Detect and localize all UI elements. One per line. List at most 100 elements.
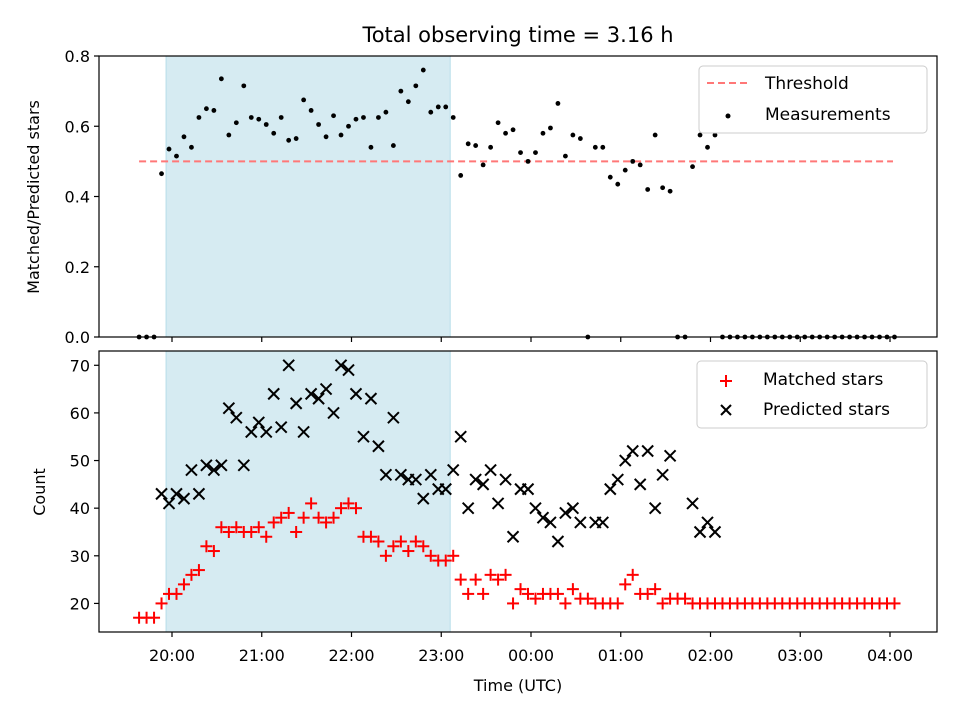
predicted-point xyxy=(207,463,221,477)
predicted-point xyxy=(312,392,325,405)
matched-point xyxy=(566,583,579,596)
matched-point xyxy=(297,511,310,524)
x-tick-label: 02:00 xyxy=(687,646,733,665)
measurement-point xyxy=(413,83,419,89)
measurement-point xyxy=(353,116,359,122)
y-tick-label: 20 xyxy=(70,594,90,613)
matched-point xyxy=(888,597,901,610)
matched-point xyxy=(312,511,325,524)
matched-point xyxy=(222,525,235,538)
predicted-point xyxy=(447,463,460,477)
predicted-point xyxy=(387,411,400,424)
predicted-point xyxy=(267,387,280,401)
predicted-point xyxy=(222,401,236,415)
matched-point xyxy=(417,540,430,553)
measurement-point xyxy=(450,115,456,120)
predicted-point xyxy=(619,454,632,467)
matched-point xyxy=(514,583,527,596)
predicted-point xyxy=(260,425,273,439)
matched-point xyxy=(619,578,632,591)
measurement-point xyxy=(518,150,523,155)
predicted-point xyxy=(506,530,520,543)
predicted-point xyxy=(192,487,206,501)
predicted-point xyxy=(185,463,198,477)
predicted-point xyxy=(200,459,213,472)
measurement-point xyxy=(540,130,546,136)
predicted-point xyxy=(394,468,408,482)
measurement-point xyxy=(308,108,314,113)
measurement-point xyxy=(480,162,486,168)
y-tick-label: 0.0 xyxy=(65,328,90,347)
measurement-point xyxy=(189,144,194,150)
predicted-point xyxy=(274,420,288,434)
measurement-point xyxy=(592,144,598,150)
y-tick-label: 50 xyxy=(70,452,90,471)
matched-point xyxy=(177,578,190,591)
predicted-point xyxy=(633,478,647,491)
x-tick-label: 03:00 xyxy=(777,646,823,665)
measurement-point xyxy=(368,144,374,150)
top-highlight-span xyxy=(165,55,451,338)
predicted-point xyxy=(529,501,542,515)
measurement-point xyxy=(660,185,666,191)
measurement-point xyxy=(420,67,426,73)
predicted-point xyxy=(357,430,370,443)
bottom-y-ticks: 20 30 40 50 60 70 xyxy=(70,356,99,613)
measurement-point xyxy=(555,101,561,106)
matched-point xyxy=(424,549,437,562)
top-legend: Threshold Measurements xyxy=(698,65,928,134)
bottom-x-ticks: 20:00 21:00 22:00 23:00 00:00 01:00 02:00 03:00… xyxy=(149,632,913,665)
bottom-legend-box xyxy=(696,360,928,429)
matched-point xyxy=(499,568,512,581)
measurement-point xyxy=(383,109,389,115)
matched-points xyxy=(133,497,901,624)
predicted-point xyxy=(574,516,587,529)
matched-point xyxy=(335,502,348,515)
predicted-point xyxy=(686,497,699,510)
matched-point xyxy=(507,597,520,610)
measurement-point xyxy=(293,136,299,141)
matched-point xyxy=(207,545,220,558)
predicted-point xyxy=(469,473,482,486)
matched-point xyxy=(320,516,333,529)
predicted-point xyxy=(439,482,452,496)
measurement-point xyxy=(278,115,284,120)
measurement-point xyxy=(705,144,710,150)
predicted-point xyxy=(334,359,348,372)
measurement-point xyxy=(622,167,628,173)
measurement-point xyxy=(248,115,254,120)
y-tick-label: 0.8 xyxy=(65,47,90,66)
measurement-point xyxy=(510,127,516,133)
matched-point xyxy=(454,573,467,586)
predicted-point xyxy=(349,387,363,401)
predicted-legend-label: Predicted stars xyxy=(763,400,890,420)
measurement-point xyxy=(166,146,172,152)
predicted-point xyxy=(484,463,497,477)
measurement-point xyxy=(503,130,508,136)
matched-point xyxy=(462,587,475,600)
measurement-point xyxy=(465,141,471,147)
predicted-point xyxy=(162,497,176,510)
x-tick-label: 01:00 xyxy=(598,646,644,665)
bottom-panel: 20 30 40 50 60 70 20:00 21:00 22:00 23:00 00:00 01… xyxy=(30,350,938,695)
predicted-points xyxy=(155,359,722,548)
x-tick-label: 22:00 xyxy=(328,646,374,665)
predicted-point xyxy=(596,516,610,529)
measurement-point xyxy=(712,132,718,138)
measurement-point xyxy=(256,116,262,122)
predicted-point xyxy=(551,535,565,548)
x-tick-label: 23:00 xyxy=(418,646,464,665)
predicted-point xyxy=(252,416,265,429)
bottom-highlight-span xyxy=(165,350,451,633)
matched-point xyxy=(402,545,415,558)
measurement-point xyxy=(533,150,538,155)
matched-point xyxy=(192,564,205,577)
predicted-point xyxy=(237,459,251,472)
predicted-point xyxy=(521,482,535,496)
measurement-point xyxy=(218,76,224,82)
matched-point xyxy=(581,592,594,605)
matched-point xyxy=(364,530,377,543)
matched-point xyxy=(484,568,497,581)
measurement-point xyxy=(271,130,277,136)
